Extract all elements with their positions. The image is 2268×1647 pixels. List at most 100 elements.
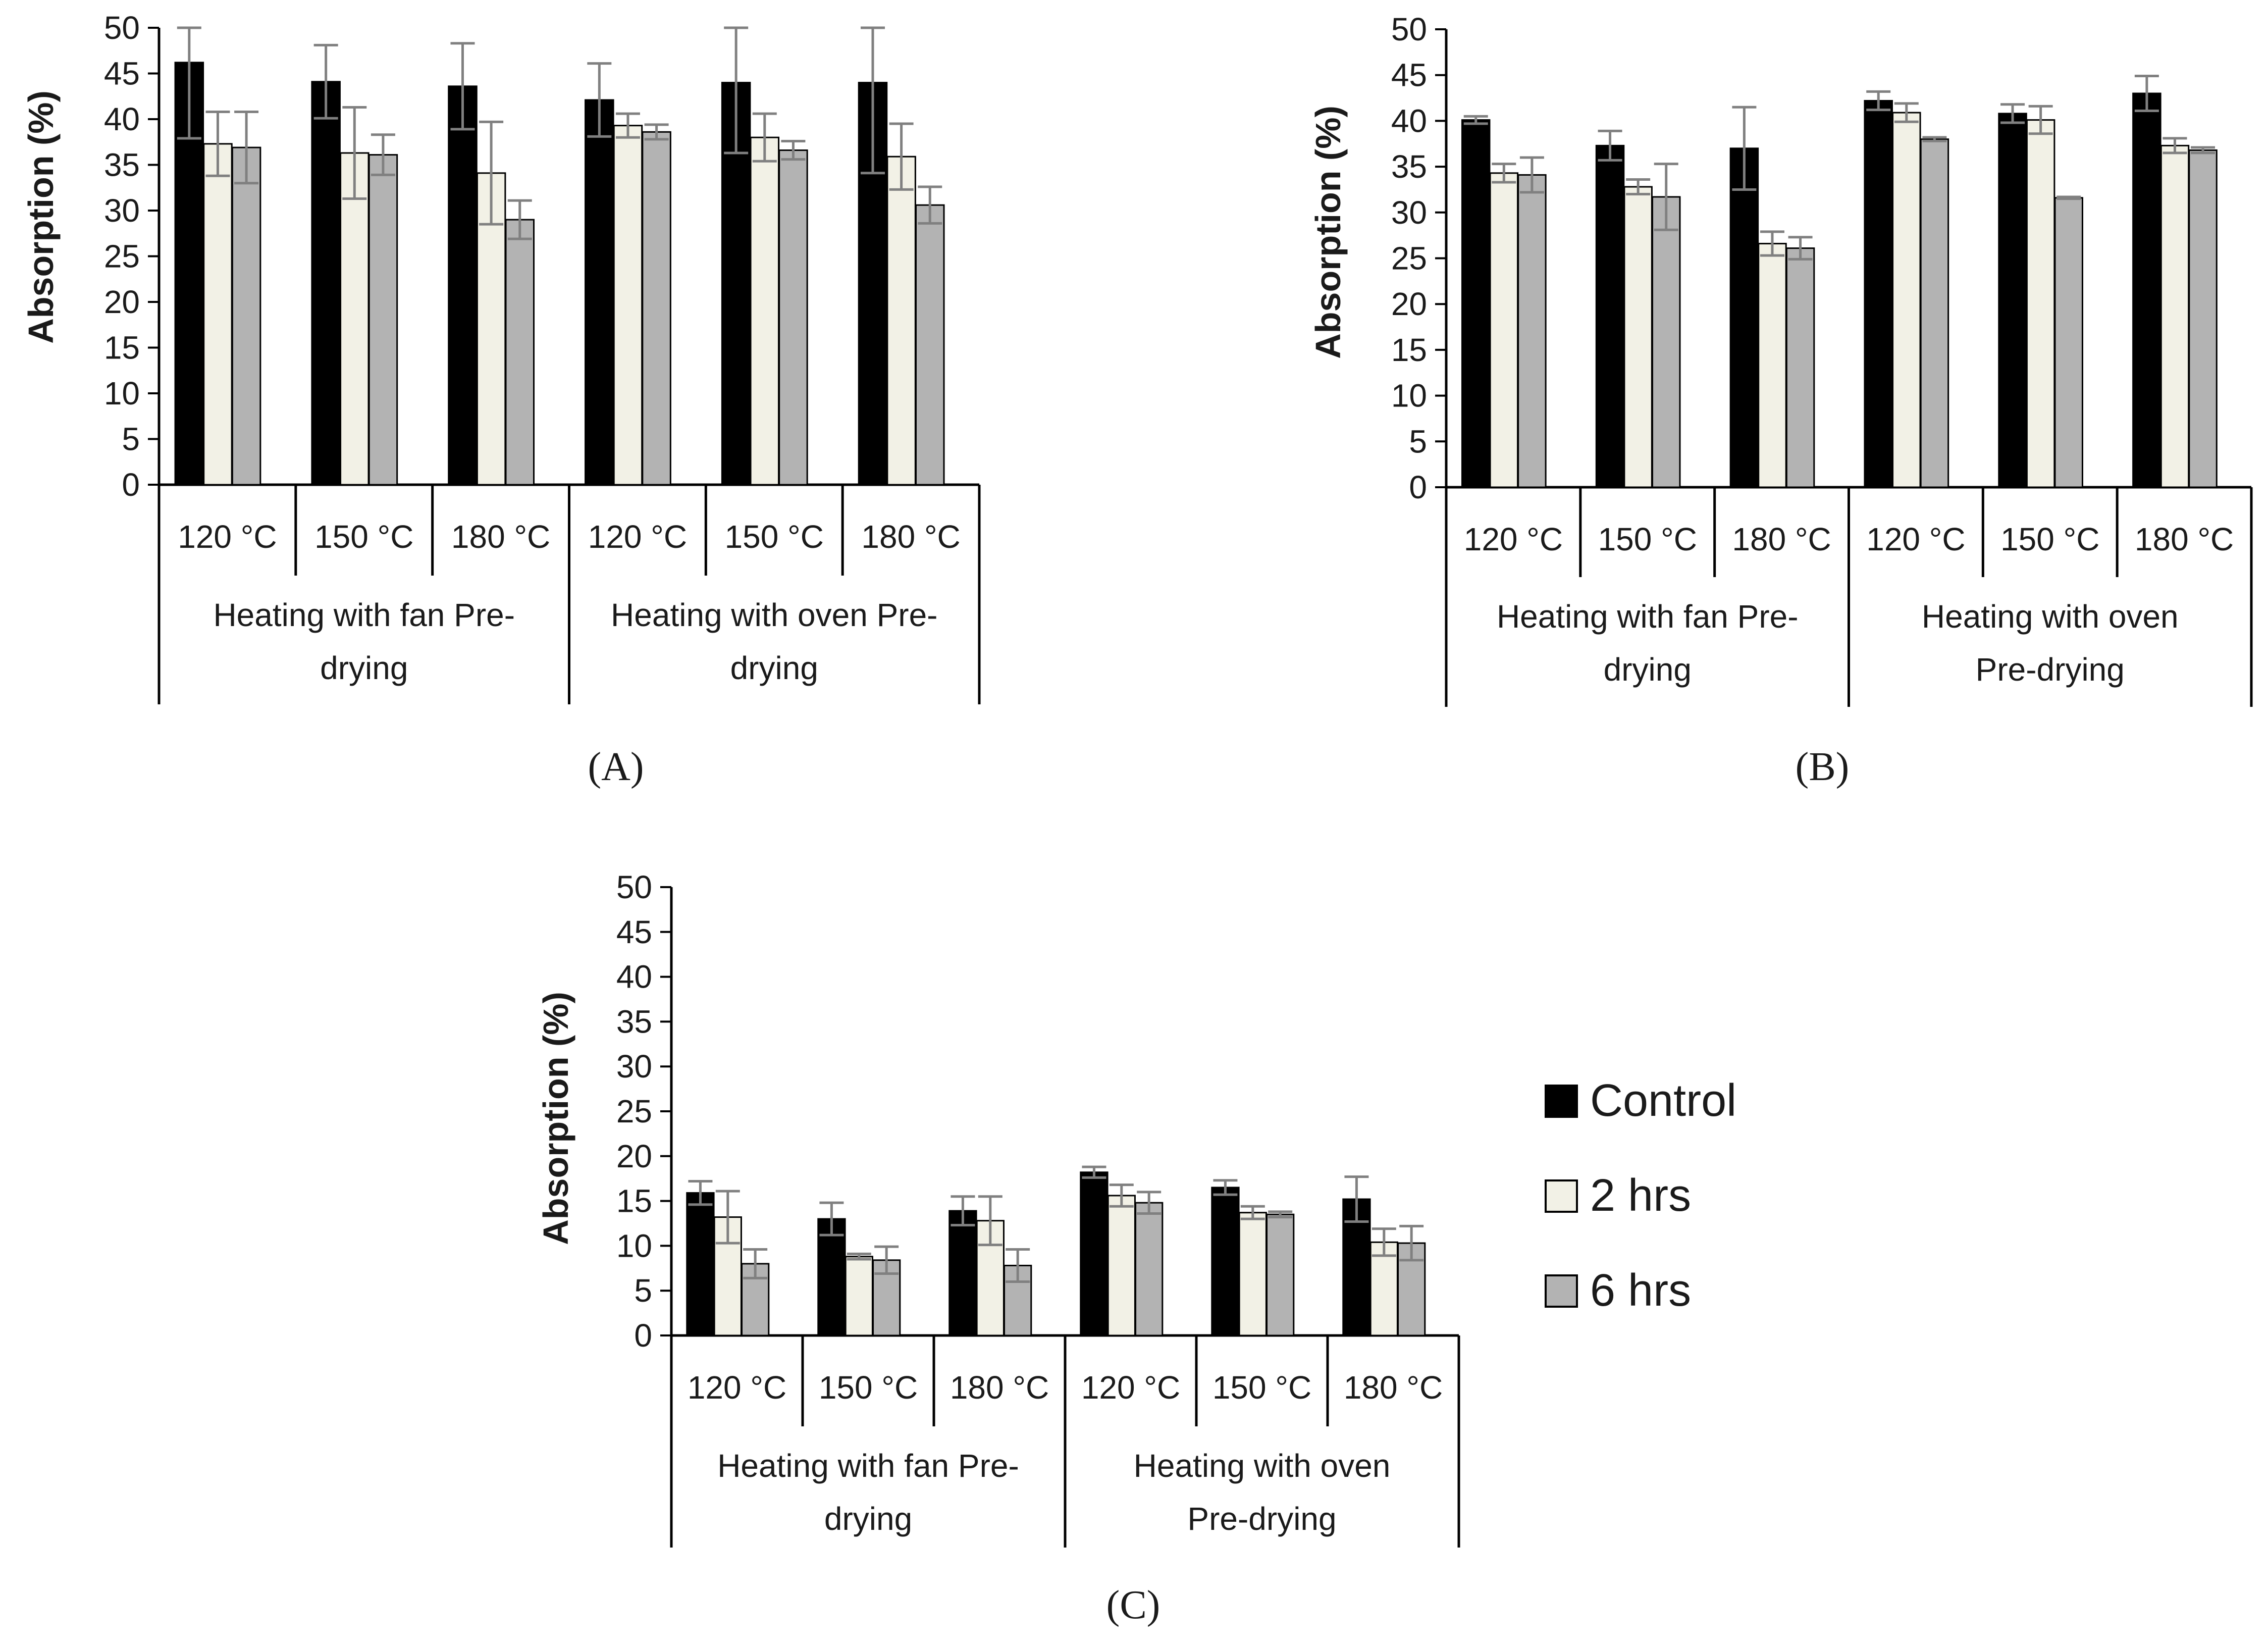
y-tick-label: 25 bbox=[104, 238, 140, 275]
bar-2-hrs bbox=[1758, 242, 1787, 488]
bar-6-hrs bbox=[778, 149, 808, 486]
bar-2-hrs bbox=[2160, 144, 2190, 488]
bar-6-hrs bbox=[505, 219, 535, 486]
y-tick-label: 30 bbox=[104, 192, 140, 229]
bar-6-hrs bbox=[642, 131, 671, 486]
category-label: 150 °C bbox=[2000, 521, 2099, 557]
category-label: 180 °C bbox=[950, 1369, 1049, 1406]
group-label: drying bbox=[730, 650, 818, 686]
bar-6-hrs bbox=[1651, 196, 1681, 488]
bar-control bbox=[1998, 113, 2027, 488]
bar-2-hrs bbox=[613, 125, 643, 486]
bar-2-hrs bbox=[340, 152, 370, 486]
legend-entry: Control bbox=[1590, 1075, 1736, 1126]
y-axis-label: Absorption (%) bbox=[1308, 106, 1348, 359]
y-axis-label: Absorption (%) bbox=[21, 90, 61, 344]
bar-control bbox=[585, 99, 614, 486]
bar-2-hrs bbox=[750, 136, 780, 486]
y-tick-label: 20 bbox=[616, 1138, 652, 1174]
y-tick-label: 35 bbox=[1391, 148, 1427, 185]
bar-control bbox=[948, 1210, 977, 1336]
bar-control bbox=[1461, 119, 1491, 488]
bar-2-hrs bbox=[886, 156, 916, 486]
y-tick-label: 30 bbox=[616, 1048, 652, 1085]
bar-6-hrs bbox=[2188, 149, 2218, 488]
category-label: 180 °C bbox=[1344, 1369, 1443, 1406]
y-tick-label: 50 bbox=[616, 869, 652, 905]
y-tick-label: 45 bbox=[616, 914, 652, 950]
bar-6-hrs bbox=[1785, 247, 1815, 488]
bar-2-hrs bbox=[1623, 186, 1653, 488]
category-label: 150 °C bbox=[314, 519, 413, 555]
group-label: drying bbox=[320, 650, 408, 686]
panel-label: (A) bbox=[588, 745, 644, 789]
bar-2-hrs bbox=[2026, 119, 2055, 488]
y-tick-label: 30 bbox=[1391, 194, 1427, 231]
panel-a: 0 5 10 15 20 25 30 35 40 45 50 Absorption (%) 120 °C… bbox=[21, 10, 981, 789]
y-tick-label: 20 bbox=[104, 284, 140, 320]
group-label: Heating with fan Pre- bbox=[717, 1448, 1019, 1484]
y-tick-label: 5 bbox=[634, 1272, 652, 1309]
y-tick-label: 20 bbox=[1391, 286, 1427, 322]
category-label: 120 °C bbox=[1081, 1369, 1180, 1406]
bar-control bbox=[2132, 92, 2161, 488]
bar-control bbox=[1211, 1187, 1240, 1336]
y-tick-label: 15 bbox=[616, 1183, 652, 1219]
y-tick-label: 25 bbox=[1391, 240, 1427, 277]
y-tick-label: 15 bbox=[104, 330, 140, 366]
y-tick-label: 40 bbox=[616, 959, 652, 995]
y-tick-label: 50 bbox=[104, 10, 140, 46]
group-label: Heating with fan Pre- bbox=[213, 597, 515, 633]
y-tick-label: 45 bbox=[1391, 57, 1427, 93]
bar-control bbox=[817, 1218, 846, 1336]
y-tick-label: 15 bbox=[1391, 332, 1427, 368]
y-tick-label: 40 bbox=[104, 101, 140, 137]
y-tick-label: 50 bbox=[1391, 11, 1427, 47]
category-label: 120 °C bbox=[588, 519, 687, 555]
category-label: 120 °C bbox=[1464, 521, 1563, 557]
bar-control bbox=[1864, 99, 1893, 488]
panel-b: 0 5 10 15 20 25 30 35 40 45 50 Absorption (%) 120 °C… bbox=[1308, 11, 2253, 789]
y-tick-label: 40 bbox=[1391, 102, 1427, 139]
category-label: 150 °C bbox=[819, 1369, 918, 1406]
y-tick-label: 0 bbox=[634, 1317, 652, 1354]
legend-entry: 2 hrs bbox=[1590, 1170, 1691, 1221]
y-tick-label: 10 bbox=[616, 1227, 652, 1264]
legend-swatch bbox=[1545, 1179, 1578, 1213]
legend-entry: 6 hrs bbox=[1590, 1265, 1691, 1316]
bar-6-hrs bbox=[231, 146, 261, 486]
bar-2-hrs bbox=[1107, 1195, 1136, 1336]
y-tick-label: 10 bbox=[104, 375, 140, 411]
bar-6-hrs bbox=[1266, 1213, 1295, 1336]
y-tick-label: 0 bbox=[122, 467, 140, 503]
y-tick-label: 35 bbox=[616, 1003, 652, 1040]
bar-2-hrs bbox=[203, 143, 233, 486]
bar-2-hrs bbox=[1238, 1212, 1267, 1336]
bar-6-hrs bbox=[1517, 174, 1547, 488]
group-label: Heating with oven bbox=[1134, 1448, 1391, 1484]
category-label: 120 °C bbox=[178, 519, 277, 555]
panel-c: 0 5 10 15 20 25 30 35 40 45 50 Absorption (%) 120 °C… bbox=[536, 869, 1460, 1627]
legend-swatch bbox=[1545, 1085, 1578, 1118]
y-tick-label: 45 bbox=[104, 56, 140, 92]
bar-6-hrs bbox=[1135, 1202, 1164, 1336]
y-tick-label: 35 bbox=[104, 147, 140, 183]
bar-control bbox=[1080, 1171, 1109, 1336]
category-label: 120 °C bbox=[1866, 521, 1965, 557]
panel-label: (B) bbox=[1796, 745, 1850, 789]
bar-control bbox=[311, 81, 341, 486]
category-label: 150 °C bbox=[1598, 521, 1697, 557]
group-label: drying bbox=[824, 1501, 912, 1537]
category-label: 150 °C bbox=[1212, 1369, 1311, 1406]
group-label: Pre-drying bbox=[1976, 651, 2125, 688]
category-label: 180 °C bbox=[1732, 521, 1831, 557]
panel-label: (C) bbox=[1106, 1583, 1161, 1627]
bar-2-hrs bbox=[845, 1256, 873, 1336]
bar-control bbox=[686, 1192, 715, 1336]
group-label: Pre-drying bbox=[1187, 1501, 1336, 1537]
bar-control bbox=[1729, 147, 1759, 488]
y-tick-label: 10 bbox=[1391, 378, 1427, 414]
legend-swatch bbox=[1545, 1274, 1578, 1308]
y-tick-label: 5 bbox=[1409, 423, 1427, 459]
